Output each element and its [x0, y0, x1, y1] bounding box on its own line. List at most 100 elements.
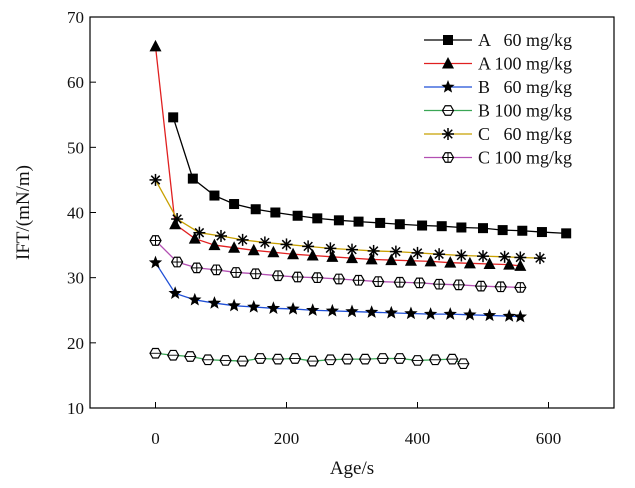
data-point — [149, 173, 162, 186]
data-point — [365, 252, 378, 265]
legend-item-2: A 100 mg/kg — [424, 54, 572, 74]
data-point — [254, 353, 267, 364]
y-tick-label: 60 — [67, 73, 84, 92]
data-point — [376, 353, 389, 364]
y-tick-label: 10 — [67, 399, 84, 418]
data-point — [393, 276, 407, 288]
data-point — [291, 271, 304, 283]
legend-marker — [441, 80, 455, 93]
data-point — [325, 303, 340, 317]
data-point — [266, 301, 281, 314]
axes: 10 20 30 40 50 60 70 0 200 400 600 — [67, 8, 615, 448]
data-point — [311, 272, 324, 284]
data-point — [168, 286, 182, 299]
data-point — [312, 213, 323, 224]
legend-item-1: A 60 mg/kg — [424, 30, 572, 50]
data-point — [170, 256, 184, 268]
data-point — [148, 255, 163, 269]
data-point — [236, 233, 249, 246]
data-point — [345, 304, 359, 318]
data-point — [494, 281, 507, 293]
data-point — [250, 204, 261, 215]
data-point — [503, 258, 516, 270]
series-points-4 — [149, 347, 470, 370]
data-point — [287, 247, 300, 260]
data-point — [271, 353, 285, 365]
data-point — [228, 241, 241, 253]
data-point — [149, 39, 162, 52]
data-point — [326, 250, 339, 262]
data-point — [229, 199, 240, 210]
data-point — [463, 256, 476, 269]
data-point — [433, 248, 446, 261]
data-point — [514, 282, 527, 293]
data-point — [184, 351, 197, 362]
legend-item-6: C 100 mg/kg — [424, 148, 572, 168]
data-point — [236, 355, 249, 367]
x-tick-label: 0 — [151, 429, 160, 448]
series-points-3 — [148, 255, 527, 323]
data-point — [424, 254, 437, 267]
data-point — [513, 309, 527, 323]
data-point — [497, 225, 508, 236]
data-point — [428, 354, 442, 366]
legend-label: C 60 mg/kg — [478, 124, 572, 144]
data-point — [358, 353, 372, 365]
y-tick-label: 50 — [67, 138, 84, 157]
legend-marker — [441, 105, 455, 116]
data-point — [463, 307, 477, 321]
y-tick-label: 70 — [67, 8, 84, 27]
data-point — [533, 252, 546, 265]
data-point — [417, 220, 428, 231]
data-point — [446, 353, 459, 365]
legend-label: A 60 mg/kg — [478, 30, 572, 50]
data-point — [271, 270, 285, 282]
x-tick-label: 600 — [536, 429, 562, 448]
data-point — [280, 238, 293, 251]
data-point — [411, 355, 424, 366]
data-point — [258, 236, 271, 249]
data-point — [456, 222, 467, 233]
data-point — [385, 253, 398, 266]
data-point — [367, 244, 380, 257]
data-point — [411, 246, 424, 259]
data-point — [188, 232, 201, 244]
x-axis-title: Age/s — [330, 458, 374, 479]
x-tick-label: 400 — [405, 429, 431, 448]
series-points-6 — [149, 235, 527, 293]
y-tick-label: 30 — [67, 269, 84, 288]
data-point — [267, 245, 280, 258]
data-point — [443, 307, 457, 320]
data-point — [394, 219, 405, 230]
data-point — [455, 249, 468, 262]
data-point — [306, 249, 319, 261]
data-point — [413, 277, 426, 289]
legend-label: C 100 mg/kg — [478, 148, 572, 168]
data-point — [168, 112, 179, 123]
legend-marker — [443, 35, 453, 45]
data-point — [201, 354, 215, 366]
data-point — [477, 250, 489, 263]
data-point — [423, 307, 438, 320]
data-point — [346, 251, 358, 264]
data-point — [364, 305, 379, 318]
data-point — [219, 355, 232, 366]
data-point — [247, 299, 261, 313]
data-point — [346, 243, 358, 256]
data-point — [333, 215, 344, 226]
legend-item-4: B 100 mg/kg — [424, 101, 572, 121]
data-point — [324, 242, 337, 255]
data-point — [389, 245, 402, 258]
legend-marker — [442, 57, 454, 69]
data-point — [444, 256, 457, 268]
data-point — [404, 254, 417, 266]
series-points-2 — [149, 39, 527, 271]
data-point — [432, 278, 446, 290]
data-point — [208, 238, 221, 251]
data-point — [166, 349, 180, 361]
data-point — [292, 210, 303, 221]
data-point — [306, 303, 320, 316]
data-point — [452, 279, 465, 291]
data-point — [514, 259, 527, 271]
data-point — [249, 268, 262, 280]
